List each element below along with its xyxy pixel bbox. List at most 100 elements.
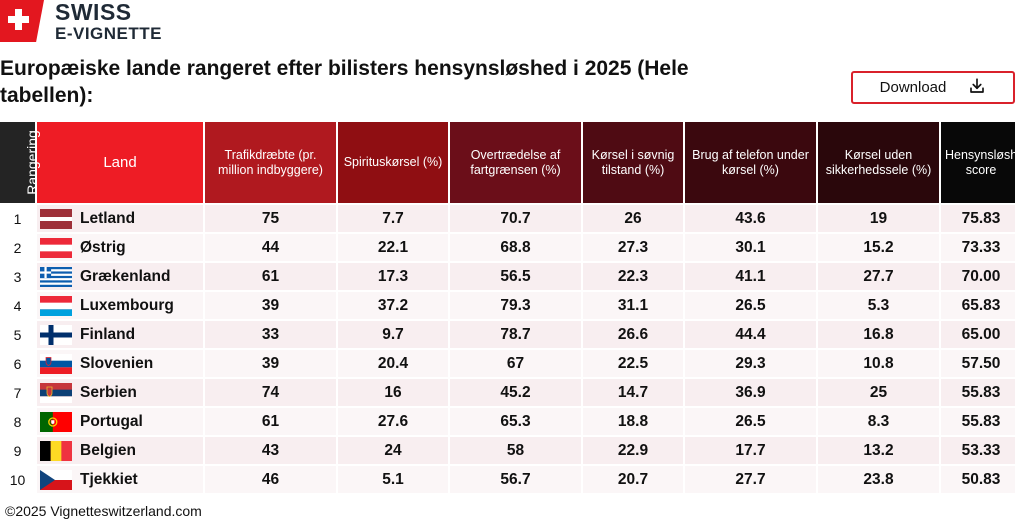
country-name: Slovenien bbox=[80, 354, 154, 372]
brand-line-1: SWISS bbox=[55, 0, 132, 25]
drunk-cell: 17.3 bbox=[338, 263, 448, 290]
belt-cell: 25 bbox=[818, 379, 939, 406]
phone-cell: 26.5 bbox=[685, 292, 816, 319]
flag-czechia-icon bbox=[40, 469, 72, 490]
copyright-footer: ©2025 Vignetteswitzerland.com bbox=[5, 503, 202, 519]
phone-cell: 44.4 bbox=[685, 321, 816, 348]
speed-cell: 68.8 bbox=[450, 234, 581, 261]
rank-cell: 7 bbox=[0, 379, 35, 406]
country-name: Portugal bbox=[80, 412, 143, 430]
speed-cell: 78.7 bbox=[450, 321, 581, 348]
column-header-speeding: Overtrædelse af fartgrænsen (%) bbox=[450, 122, 581, 203]
table-row: 9 Belgien 43 24 58 22.9 17.7 13.2 53.33 bbox=[0, 437, 1015, 464]
column-header-rank: Rangering bbox=[0, 122, 40, 203]
drunk-cell: 9.7 bbox=[338, 321, 448, 348]
flag-luxembourg-icon bbox=[40, 295, 72, 316]
country-name: Østrig bbox=[80, 238, 126, 256]
flag-belgium-icon bbox=[40, 440, 72, 461]
country-cell: Portugal bbox=[37, 408, 203, 435]
deaths-cell: 46 bbox=[205, 466, 336, 493]
drunk-cell: 16 bbox=[338, 379, 448, 406]
phone-cell: 41.1 bbox=[685, 263, 816, 290]
score-cell: 53.33 bbox=[941, 437, 1015, 464]
country-cell: Tjekkiet bbox=[37, 466, 203, 493]
drunk-cell: 27.6 bbox=[338, 408, 448, 435]
deaths-cell: 43 bbox=[205, 437, 336, 464]
belt-cell: 15.2 bbox=[818, 234, 939, 261]
country-cell: Slovenien bbox=[37, 350, 203, 377]
phone-cell: 43.6 bbox=[685, 205, 816, 232]
country-name: Serbien bbox=[80, 383, 137, 401]
rank-cell: 8 bbox=[0, 408, 35, 435]
deaths-cell: 61 bbox=[205, 263, 336, 290]
table-row: 10 Tjekkiet 46 5.1 56.7 20.7 27.7 23.8 50.83 bbox=[0, 466, 1015, 493]
country-cell: Belgien bbox=[37, 437, 203, 464]
phone-cell: 27.7 bbox=[685, 466, 816, 493]
drunk-cell: 20.4 bbox=[338, 350, 448, 377]
score-cell: 70.00 bbox=[941, 263, 1015, 290]
column-header-score: Hensynsløsheds-score bbox=[941, 122, 1015, 203]
ranking-table: Rangering Land Trafikdræbte (pr. million… bbox=[0, 120, 1015, 495]
country-name: Letland bbox=[80, 209, 136, 227]
download-label: Download bbox=[879, 79, 947, 96]
speed-cell: 56.7 bbox=[450, 466, 581, 493]
table-row: 6 Slovenien 39 20.4 67 22.5 29.3 10.8 57.50 bbox=[0, 350, 1015, 377]
deaths-cell: 75 bbox=[205, 205, 336, 232]
speed-cell: 67 bbox=[450, 350, 581, 377]
rank-cell: 6 bbox=[0, 350, 35, 377]
phone-cell: 26.5 bbox=[685, 408, 816, 435]
drunk-cell: 5.1 bbox=[338, 466, 448, 493]
score-cell: 50.83 bbox=[941, 466, 1015, 493]
sleepy-cell: 27.3 bbox=[583, 234, 683, 261]
score-cell: 55.83 bbox=[941, 379, 1015, 406]
deaths-cell: 39 bbox=[205, 350, 336, 377]
brand-logo: SWISS E-VIGNETTE bbox=[0, 0, 162, 42]
speed-cell: 58 bbox=[450, 437, 581, 464]
country-cell: Østrig bbox=[37, 234, 203, 261]
belt-cell: 19 bbox=[818, 205, 939, 232]
deaths-cell: 44 bbox=[205, 234, 336, 261]
table-row: 7 Serbien 74 16 45.2 14.7 36.9 25 55.83 bbox=[0, 379, 1015, 406]
belt-cell: 23.8 bbox=[818, 466, 939, 493]
column-header-phone-use: Brug af telefon under kørsel (%) bbox=[685, 122, 816, 203]
sleepy-cell: 22.3 bbox=[583, 263, 683, 290]
download-button[interactable]: Download bbox=[851, 71, 1015, 104]
phone-cell: 29.3 bbox=[685, 350, 816, 377]
table-row: 2 Østrig 44 22.1 68.8 27.3 30.1 15.2 73.33 bbox=[0, 234, 1015, 261]
column-header-drunk-driving: Spirituskørsel (%) bbox=[338, 122, 448, 203]
sleepy-cell: 18.8 bbox=[583, 408, 683, 435]
flag-slovenia-icon bbox=[40, 353, 72, 374]
rank-cell: 3 bbox=[0, 263, 35, 290]
phone-cell: 30.1 bbox=[685, 234, 816, 261]
sleepy-cell: 22.9 bbox=[583, 437, 683, 464]
deaths-cell: 39 bbox=[205, 292, 336, 319]
flag-latvia-icon bbox=[40, 208, 72, 229]
download-icon bbox=[968, 77, 986, 99]
deaths-cell: 74 bbox=[205, 379, 336, 406]
swiss-flag-icon bbox=[0, 0, 44, 42]
drunk-cell: 22.1 bbox=[338, 234, 448, 261]
sleepy-cell: 26.6 bbox=[583, 321, 683, 348]
belt-cell: 13.2 bbox=[818, 437, 939, 464]
column-header-drowsy-driving: Kørsel i søvnig tilstand (%) bbox=[583, 122, 683, 203]
table-row: 4 Luxembourg 39 37.2 79.3 31.1 26.5 5.3 65.83 bbox=[0, 292, 1015, 319]
sleepy-cell: 22.5 bbox=[583, 350, 683, 377]
speed-cell: 70.7 bbox=[450, 205, 581, 232]
column-header-no-seatbelt: Kørsel uden sikkerhedssele (%) bbox=[818, 122, 939, 203]
rank-cell: 2 bbox=[0, 234, 35, 261]
score-cell: 65.00 bbox=[941, 321, 1015, 348]
deaths-cell: 61 bbox=[205, 408, 336, 435]
column-header-deaths: Trafikdræbte (pr. million indbyggere) bbox=[205, 122, 336, 203]
country-name: Tjekkiet bbox=[80, 470, 138, 488]
table-row: 3 Grækenland 61 17.3 56.5 22.3 41.1 27.7 70.00 bbox=[0, 263, 1015, 290]
country-name: Belgien bbox=[80, 441, 136, 459]
table-row: 1 Letland 75 7.7 70.7 26 43.6 19 75.83 bbox=[0, 205, 1015, 232]
country-cell: Letland bbox=[37, 205, 203, 232]
flag-portugal-icon bbox=[40, 411, 72, 432]
rank-cell: 9 bbox=[0, 437, 35, 464]
sleepy-cell: 20.7 bbox=[583, 466, 683, 493]
belt-cell: 5.3 bbox=[818, 292, 939, 319]
sleepy-cell: 26 bbox=[583, 205, 683, 232]
rank-cell: 1 bbox=[0, 205, 35, 232]
speed-cell: 65.3 bbox=[450, 408, 581, 435]
